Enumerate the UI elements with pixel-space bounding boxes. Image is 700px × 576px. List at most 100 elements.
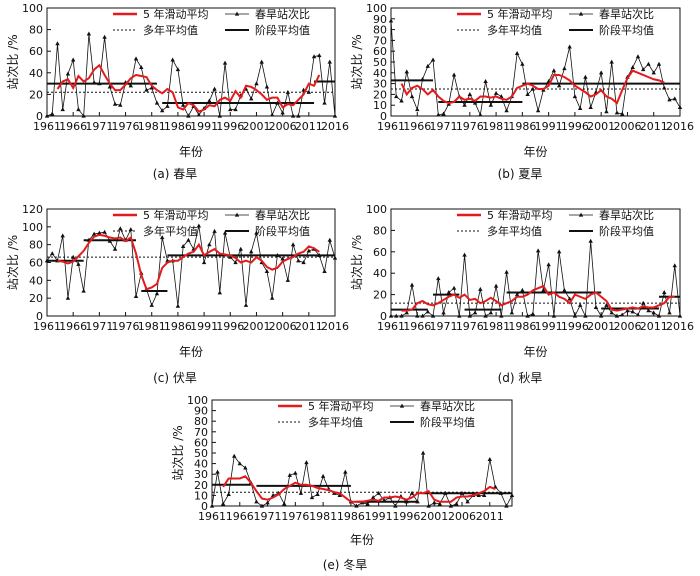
ratio-point <box>614 110 620 115</box>
y-tick-label: 10 <box>194 489 208 502</box>
x-tick-label: 1991 <box>365 510 393 523</box>
legend-label-ratio: 春旱站次比 <box>255 7 310 21</box>
y-tick-label: 40 <box>29 274 43 287</box>
ratio-point <box>285 277 291 282</box>
ratio-point <box>149 85 154 90</box>
ratio-point <box>441 111 446 116</box>
legend-marker-ratio <box>578 212 584 217</box>
panel-caption: (c) 伏旱 <box>153 371 197 385</box>
ratio-point <box>556 249 562 254</box>
ratio-point <box>437 501 442 506</box>
ratio-point <box>662 290 667 295</box>
ratio-point <box>228 107 233 112</box>
ratio-point <box>620 111 625 116</box>
ratio-point <box>493 484 498 489</box>
x-axis-label: 年份 <box>179 145 203 159</box>
ratio-point <box>107 84 113 89</box>
ratio-point <box>154 100 160 105</box>
y-tick-label: 80 <box>29 24 43 37</box>
ratio-point <box>154 291 160 296</box>
legend-marker-ratio <box>234 11 240 16</box>
y-tick-label: 60 <box>29 45 43 58</box>
legend-label-long-term: 多年平均值 <box>308 415 363 429</box>
ratio-point <box>44 258 50 263</box>
legend-label-moving-average: 5 年滑动平均 <box>143 208 209 222</box>
x-tick-label: 2001 <box>242 320 270 333</box>
chart-b: 0102030405060708090100196119661971197619… <box>350 2 694 181</box>
ratio-point <box>149 302 154 307</box>
ratio-series-line <box>211 452 513 507</box>
x-axis-label: 年份 <box>179 345 203 359</box>
ratio-point <box>65 295 71 300</box>
ratio-point <box>504 269 509 274</box>
x-tick-label: 1991 <box>190 120 218 133</box>
x-tick-label: 1986 <box>508 320 536 333</box>
ratio-point <box>217 113 222 118</box>
x-tick-label: 1961 <box>33 320 61 333</box>
legend-label-ratio: 春旱站次比 <box>599 7 654 21</box>
ratio-point <box>118 102 123 107</box>
x-tick-label: 1981 <box>482 320 510 333</box>
ratio-point <box>269 295 275 300</box>
x-tick-label: 1971 <box>430 320 458 333</box>
legend-marker-ratio <box>399 403 405 408</box>
ratio-point <box>128 227 133 232</box>
y-tick-label: 0 <box>36 310 43 323</box>
ratio-point <box>572 313 578 318</box>
ratio-point <box>598 70 604 75</box>
ratio-point <box>409 490 415 495</box>
ratio-point <box>265 500 270 505</box>
ratio-point <box>44 113 50 118</box>
ratio-point <box>541 287 546 292</box>
ratio-point <box>76 107 81 112</box>
ratio-point <box>441 310 446 315</box>
ratio-point <box>222 230 228 235</box>
y-tick-label: 30 <box>373 78 387 91</box>
ratio-point <box>97 81 102 86</box>
x-tick-label: 2001 <box>242 120 270 133</box>
ratio-point <box>399 98 404 103</box>
ratio-point <box>112 101 118 106</box>
ratio-point <box>259 503 265 508</box>
ratio-point <box>332 113 338 118</box>
ratio-point <box>593 305 599 310</box>
ratio-point <box>282 501 287 506</box>
x-tick-label: 2006 <box>448 510 476 523</box>
ratio-point <box>160 108 165 113</box>
ratio-point <box>91 231 97 236</box>
ratio-point <box>322 269 327 274</box>
x-tick-label: 2006 <box>269 320 297 333</box>
x-tick-label: 1971 <box>85 320 113 333</box>
ratio-point <box>514 292 520 297</box>
legend-marker-ratio <box>234 212 240 217</box>
y-tick-label: 0 <box>36 110 43 123</box>
legend-label-long-term: 多年平均值 <box>143 23 198 37</box>
ratio-point <box>588 238 593 243</box>
ratio-point <box>577 302 583 307</box>
ratio-point <box>630 65 635 69</box>
y-tick-label: 100 <box>366 203 387 216</box>
ratio-point <box>238 246 243 251</box>
ratio-point <box>551 68 557 73</box>
y-tick-label: 20 <box>29 88 43 101</box>
ratio-point <box>243 302 249 307</box>
x-tick-label: 1981 <box>482 120 510 133</box>
ratio-point <box>55 41 60 46</box>
ratio-point <box>493 90 499 95</box>
ratio-point <box>293 470 298 475</box>
ratio-point <box>399 313 404 318</box>
x-tick-label: 2001 <box>420 510 448 523</box>
x-tick-label: 1996 <box>561 320 589 333</box>
y-tick-label: 60 <box>29 257 43 270</box>
ratio-point <box>448 503 454 508</box>
x-axis-label: 年份 <box>523 145 547 159</box>
x-tick-label: 1966 <box>59 320 87 333</box>
ratio-point <box>207 98 212 103</box>
y-tick-label: 30 <box>194 468 208 481</box>
x-tick-label: 1971 <box>85 120 113 133</box>
ratio-point <box>280 110 285 115</box>
ratio-point <box>520 287 525 292</box>
legend-label-moving-average: 5 年滑动平均 <box>143 7 209 21</box>
